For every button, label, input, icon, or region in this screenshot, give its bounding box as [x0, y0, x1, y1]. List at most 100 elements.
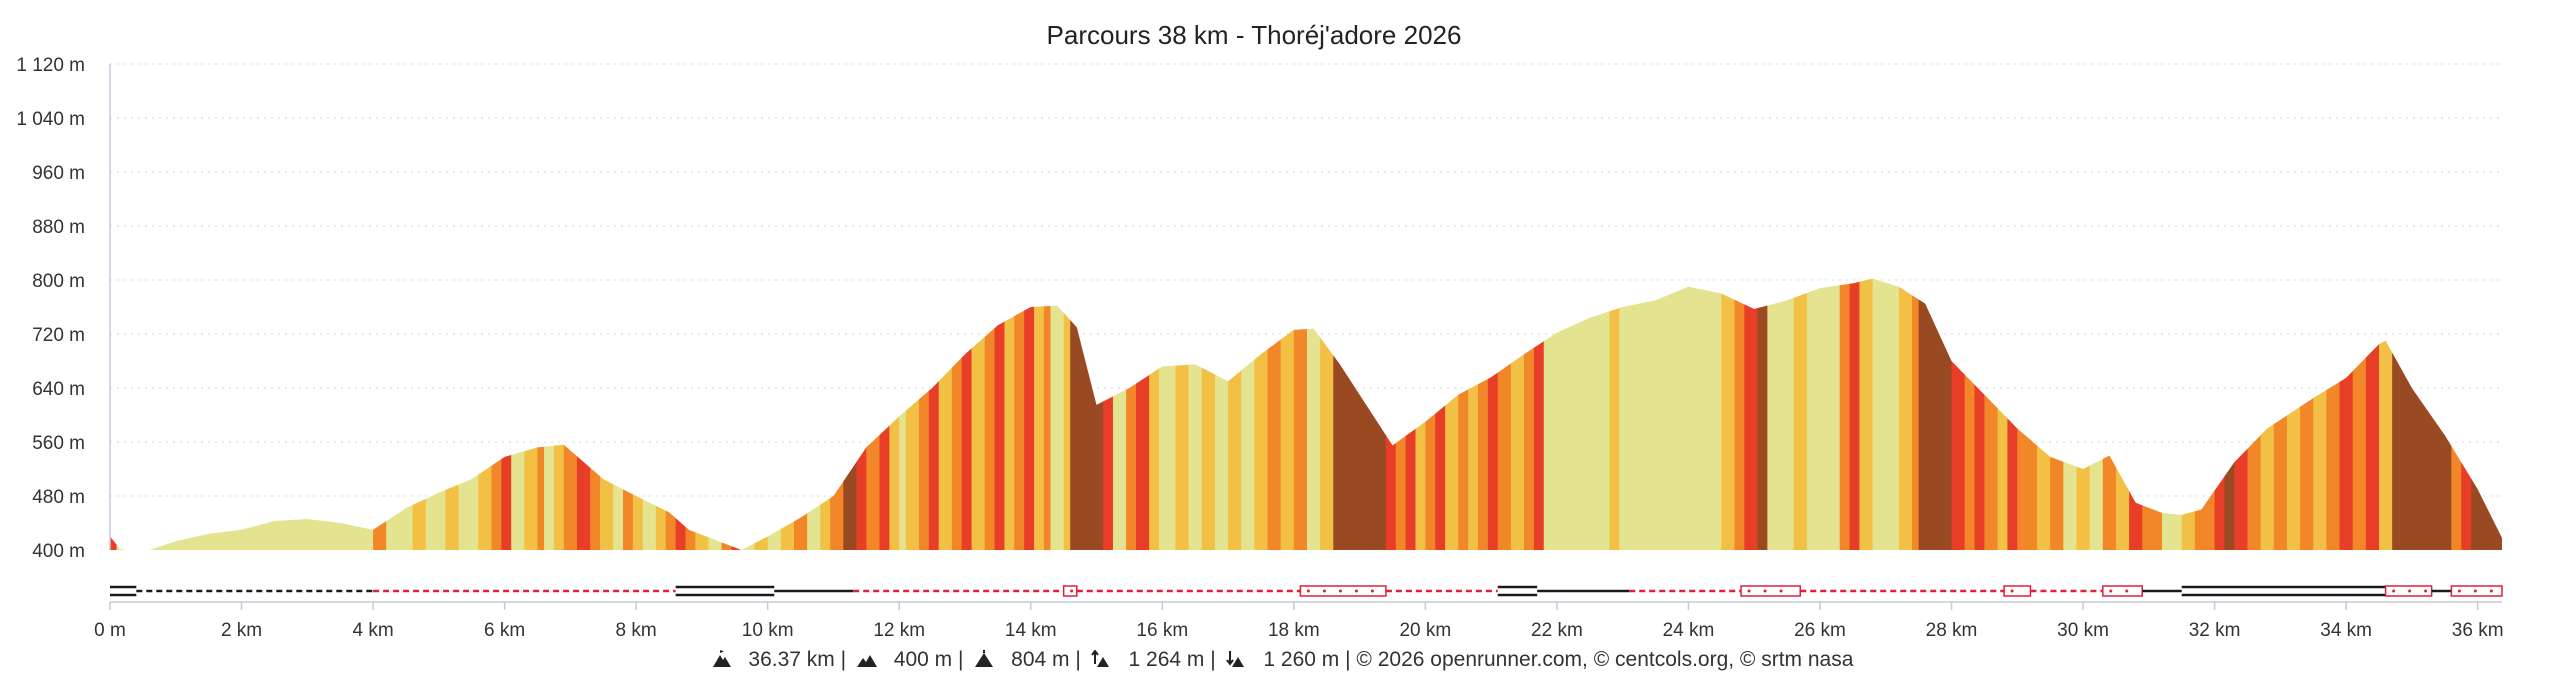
- stat-distance: 36.37 km: [748, 648, 835, 671]
- surface-segment: [2450, 585, 2503, 597]
- slope-band: [501, 278, 512, 550]
- y-tick-label: 1 120 m: [16, 55, 85, 76]
- slope-band: [1533, 278, 1545, 550]
- slope-band: [905, 278, 920, 550]
- slope-band: [1435, 278, 1446, 550]
- slope-band: [2313, 278, 2327, 550]
- slope-band: [1135, 278, 1150, 550]
- slope-band: [2102, 278, 2117, 550]
- slope-band: [938, 278, 953, 550]
- x-tick-label: 4 km: [352, 620, 393, 641]
- max-altitude-icon: [975, 650, 994, 667]
- slope-band: [2129, 278, 2143, 550]
- y-tick-label: 720 m: [32, 325, 85, 346]
- slope-band: [889, 278, 900, 550]
- slope-band: [780, 278, 795, 550]
- y-tick-label: 1 040 m: [16, 109, 85, 130]
- slope-band: [928, 278, 940, 550]
- slope-band: [2076, 278, 2091, 550]
- surface-strip: [110, 585, 2503, 597]
- slope-band: [1228, 278, 1242, 550]
- slope-band: [478, 278, 493, 550]
- slope-band: [1126, 278, 1137, 550]
- slope-band: [110, 278, 118, 550]
- x-tick-label: 18 km: [1268, 620, 1320, 641]
- slope-band: [386, 278, 414, 550]
- y-axis-labels: 400 m 480 m 560 m 640 m 720 m 800 m 880 m 960 m…: [16, 55, 85, 562]
- slope-band: [1395, 278, 1407, 550]
- x-tick-label: 16 km: [1136, 620, 1188, 641]
- credits: © 2026 openrunner.com, © centcols.org, ©…: [1356, 648, 1854, 671]
- surface-segment: [2003, 585, 2032, 597]
- slope-band: [1468, 278, 1479, 550]
- slope-band: [1984, 278, 1999, 550]
- x-tick-label: 6 km: [484, 620, 525, 641]
- surface-segment: [2102, 585, 2143, 597]
- slope-band: [613, 278, 624, 550]
- slope-band: [971, 278, 986, 550]
- slope-band: [458, 278, 479, 550]
- x-axis-labels: 0 m 2 km 4 km 6 km 8 km 10 km 12 km 14 km 16 km 1…: [94, 602, 2504, 641]
- slope-band: [843, 278, 858, 550]
- slope-band: [2273, 278, 2288, 550]
- stat-ascent: 1 264 m: [1128, 648, 1205, 671]
- stat-descent: 1 260 m: [1263, 648, 1340, 671]
- slope-band: [1912, 278, 1920, 550]
- slope-band: [1201, 278, 1216, 550]
- x-tick-label: 28 km: [1926, 620, 1978, 641]
- slope-band: [1320, 278, 1334, 550]
- slope-band: [2234, 278, 2249, 550]
- slope-band: [1034, 278, 1045, 550]
- axes: [109, 64, 2502, 603]
- slope-band: [1293, 278, 1308, 550]
- slope-band: [1425, 278, 1436, 550]
- slope-band: [1918, 278, 1953, 550]
- y-tick-label: 480 m: [32, 487, 85, 508]
- slope-band: [1458, 278, 1469, 550]
- slope-band: [642, 278, 657, 550]
- slope-band: [767, 278, 782, 550]
- slope-band: [2224, 278, 2235, 550]
- slope-band: [1024, 278, 1035, 550]
- slope-band: [2063, 278, 2078, 550]
- slope-band: [1510, 278, 1525, 550]
- x-tick-label: 12 km: [873, 620, 925, 641]
- slope-band: [918, 278, 930, 550]
- slope-band: [1497, 278, 1512, 550]
- slope-band: [2037, 278, 2051, 550]
- slope-band: [675, 278, 687, 550]
- slope-band: [136, 278, 374, 550]
- slope-band: [2326, 278, 2341, 550]
- slope-band: [2461, 278, 2472, 550]
- x-tick-label: 30 km: [2057, 620, 2109, 641]
- slope-band: [866, 278, 881, 550]
- slope-band: [1050, 278, 1065, 550]
- surface-segment: [1497, 585, 1538, 597]
- slope-band: [1872, 278, 1900, 550]
- slope-band: [1487, 278, 1499, 550]
- slope-band: [2300, 278, 2314, 550]
- slope-band: [655, 278, 667, 550]
- slope-band: [1063, 278, 1071, 550]
- y-tick-label: 800 m: [32, 271, 85, 292]
- slope-band: [731, 278, 742, 550]
- slope-band: [1859, 278, 1874, 550]
- slope-band: [511, 278, 525, 550]
- y-tick-label: 640 m: [32, 379, 85, 400]
- slope-band: [1280, 278, 1295, 550]
- slope-band: [116, 278, 137, 550]
- slope-band: [1806, 278, 1841, 550]
- slope-bands: [110, 278, 2502, 550]
- x-tick-label: 10 km: [742, 620, 794, 641]
- slope-band: [576, 278, 591, 550]
- slope-band: [2471, 278, 2502, 550]
- slope-band: [1043, 278, 1052, 550]
- slope-band: [820, 278, 831, 550]
- descent-icon: [1225, 651, 1244, 667]
- surface-segment: [675, 585, 775, 597]
- slope-band: [412, 278, 427, 550]
- slope-band: [2392, 278, 2452, 550]
- slope-band: [2365, 278, 2380, 550]
- surface-segment: [1299, 585, 1387, 597]
- ascent-icon: [1090, 650, 1109, 667]
